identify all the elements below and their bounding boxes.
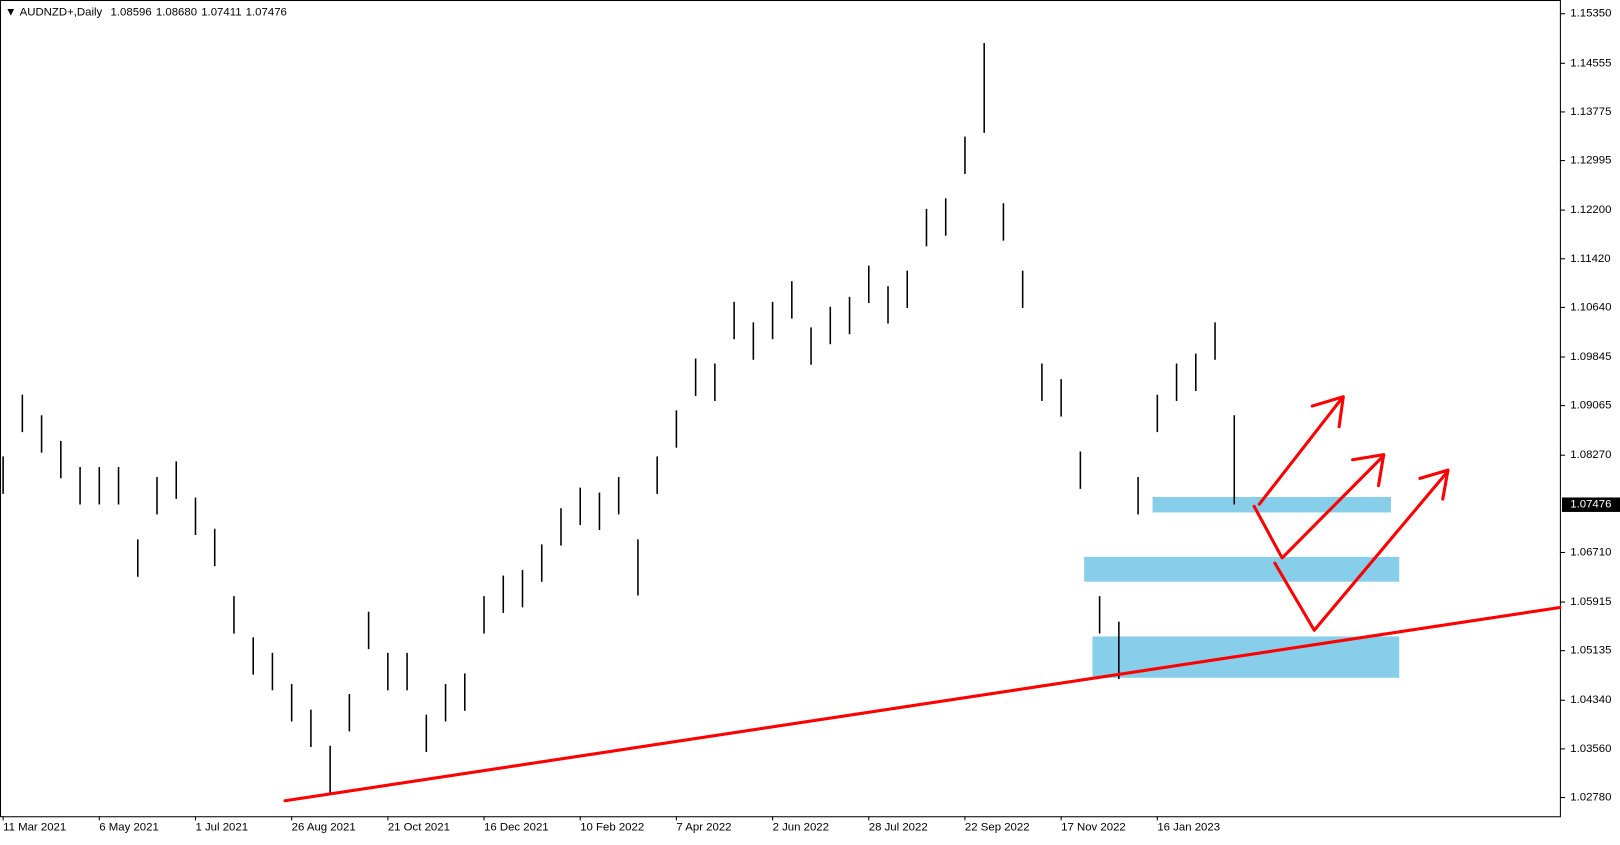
y-tick-label: 1.12995 — [1570, 155, 1611, 167]
current-price-box — [1561, 497, 1620, 512]
symbol: AUDNZD+,Daily — [20, 6, 103, 18]
x-tick-label: 28 Jul 2022 — [869, 822, 928, 834]
arrow — [1257, 396, 1344, 506]
y-tick-label: 1.03560 — [1570, 743, 1611, 755]
x-tick-label: 6 May 2021 — [99, 822, 159, 834]
y-tick-label: 1.13775 — [1570, 106, 1611, 118]
header: ▼ AUDNZD+,Daily 1.08596 1.08680 1.07411 1.07… — [5, 6, 287, 18]
x-tick-label: 16 Jan 2023 — [1157, 822, 1220, 834]
y-tick-label: 1.12200 — [1570, 204, 1611, 216]
arrow — [1273, 469, 1450, 632]
arrowhead — [1418, 468, 1450, 501]
x-tick-label: 7 Apr 2022 — [676, 822, 731, 834]
open: 1.08596 — [111, 6, 152, 18]
y-tick-label: 1.11420 — [1570, 253, 1610, 265]
x-tick-label: 26 Aug 2021 — [292, 822, 356, 834]
y-tick-label: 1.10640 — [1570, 301, 1611, 313]
close: 1.07476 — [246, 6, 287, 18]
arrowhead — [1351, 453, 1386, 488]
y-tick-label: 1.09845 — [1570, 351, 1611, 363]
drawings — [283, 395, 1562, 803]
x-tick-label: 21 Oct 2021 — [388, 822, 450, 834]
plot-frame — [0, 0, 1561, 818]
y-tick-label: 1.05135 — [1570, 645, 1611, 657]
x-tick-label: 11 Mar 2021 — [3, 822, 66, 834]
arrow — [1252, 454, 1386, 560]
x-tick-label: 16 Dec 2021 — [484, 822, 549, 834]
trend-line — [283, 605, 1562, 803]
y-tick-label: 1.15350 — [1570, 8, 1611, 20]
high: 1.08680 — [156, 6, 197, 18]
x-tick-label: 17 Nov 2022 — [1061, 822, 1126, 834]
arrowhead — [1310, 395, 1345, 429]
y-tick-label: 1.04340 — [1570, 694, 1611, 706]
y-tick-label: 1.02780 — [1570, 792, 1611, 804]
x-tick-label: 2 Jun 2022 — [773, 822, 829, 834]
zone — [1084, 556, 1400, 582]
low: 1.07411 — [201, 6, 241, 18]
y-tick-label: 1.09065 — [1570, 400, 1611, 412]
y-tick-label: 1.14555 — [1570, 57, 1611, 69]
x-tick-label: 1 Jul 2021 — [195, 822, 248, 834]
x-tick-label: 10 Feb 2022 — [580, 822, 644, 834]
menu-arrow: ▼ — [5, 6, 19, 18]
y-tick-label: 1.08270 — [1570, 449, 1611, 461]
y-tick-label: 1.05915 — [1570, 596, 1611, 608]
zone — [1152, 496, 1391, 513]
current-price-label: 1.07476 — [1570, 499, 1611, 511]
y-tick-label: 1.06710 — [1570, 546, 1611, 558]
x-tick-label: 22 Sep 2022 — [965, 822, 1030, 834]
bars — [2, 43, 1236, 794]
